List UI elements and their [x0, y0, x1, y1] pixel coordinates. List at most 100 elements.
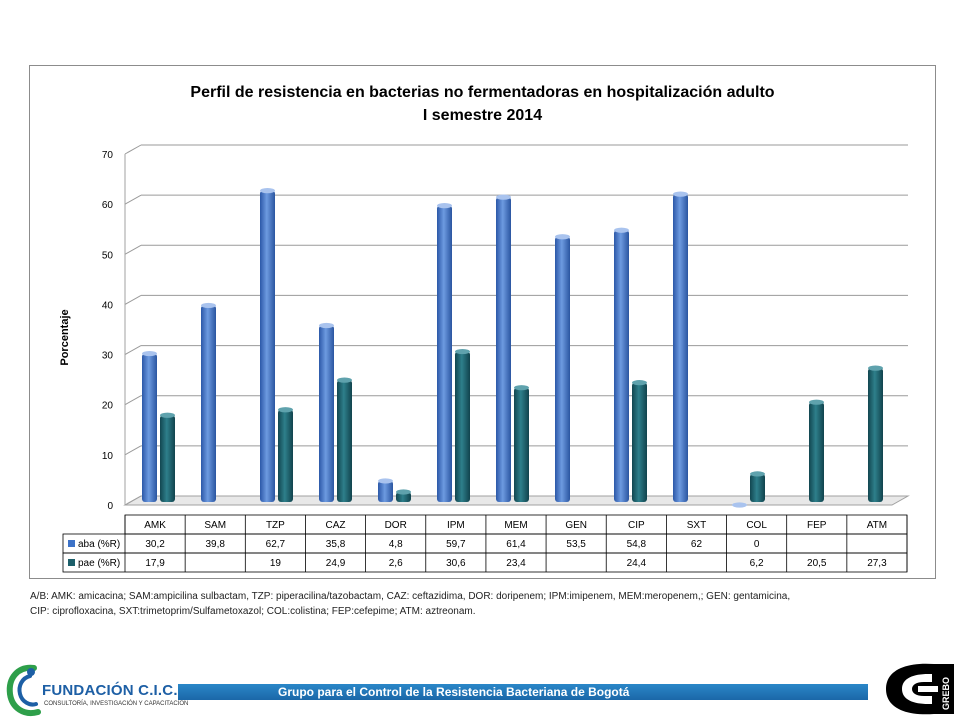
- data-label: 19: [270, 558, 282, 569]
- bar-cap: [632, 380, 647, 386]
- x-tick-label: FEP: [807, 520, 827, 531]
- x-tick-label: MEM: [504, 520, 527, 531]
- x-tick-label: GEN: [565, 520, 587, 531]
- x-tick-label: ATM: [867, 520, 887, 531]
- data-label: 62,7: [266, 539, 286, 550]
- data-label: 24,4: [627, 558, 647, 569]
- bar-body: [614, 230, 629, 502]
- data-label: 6,2: [750, 558, 764, 569]
- y-tick-label: 0: [107, 501, 113, 512]
- bar-body: [378, 480, 393, 502]
- bar-paer-caz: [337, 377, 352, 502]
- bar-paer-col: [750, 471, 765, 502]
- bar-body: [632, 382, 647, 502]
- gridline-depth: [124, 244, 142, 255]
- bar-body: [514, 387, 529, 502]
- bar-abar-gen: [555, 234, 570, 502]
- bar-cap: [868, 365, 883, 371]
- x-tick-label: SXT: [687, 520, 706, 531]
- x-tick-label: CIP: [628, 520, 645, 531]
- x-tick-label: COL: [746, 520, 767, 531]
- x-tick-label: TZP: [266, 520, 285, 531]
- table-series-row: [62, 533, 908, 554]
- gridline-depth: [124, 194, 142, 205]
- legend-swatch: [68, 559, 75, 566]
- chart-canvas: 0 10 20 30 40 50 60 70 Porcentaje AMK SAM TZP CAZ DO…: [59, 144, 910, 573]
- data-label: 61,4: [506, 539, 526, 550]
- bar-cap: [278, 407, 293, 413]
- footnote-line-1: A/B: AMK: amicacina; SAM:ampicilina sulb…: [30, 591, 791, 602]
- data-label: 20,5: [807, 558, 827, 569]
- bar-body: [396, 491, 411, 502]
- org-tagline: CONSULTORÍA, INVESTIGACIÓN Y CAPACITACIÓ…: [44, 701, 189, 707]
- bar-body: [496, 197, 511, 502]
- data-label: 4,8: [389, 539, 403, 550]
- grebo-logo-text: GREBO: [941, 677, 951, 710]
- bar-cap: [514, 385, 529, 391]
- bar-body: [455, 351, 470, 502]
- bar-body: [437, 205, 452, 502]
- data-label: 39,8: [205, 539, 225, 550]
- bar-cap: [496, 194, 511, 200]
- bar-paer-cip: [632, 380, 647, 502]
- bar-paer-fep: [809, 399, 824, 502]
- bar-cap: [337, 377, 352, 383]
- bar-cap: [437, 203, 452, 209]
- table-series-row: [62, 552, 908, 573]
- y-tick-label: 50: [102, 250, 114, 261]
- bar-cap: [201, 302, 216, 309]
- bar-cap: [396, 489, 411, 495]
- y-tick-label: 10: [102, 451, 114, 462]
- bar-abar-ipm: [437, 203, 452, 502]
- bar-abar-mem: [496, 194, 511, 502]
- bar-abar-caz: [319, 322, 334, 502]
- bar-paer-mem: [514, 385, 529, 502]
- data-label: 24,9: [326, 558, 346, 569]
- data-label: 59,7: [446, 539, 466, 550]
- legend-swatch: [68, 540, 75, 547]
- bar-body: [142, 353, 157, 502]
- bar-cap: [319, 322, 334, 329]
- x-tick-label: AMK: [144, 520, 166, 531]
- bar-body: [160, 415, 175, 502]
- bar-cap: [750, 471, 765, 477]
- data-label: 17,9: [145, 558, 165, 569]
- bar-body: [673, 194, 688, 502]
- data-label: 35,8: [326, 539, 346, 550]
- data-label: 30,2: [145, 539, 165, 550]
- gridline-depth: [124, 395, 142, 406]
- bar-cap: [142, 350, 157, 357]
- bar-paer-dor: [396, 489, 411, 502]
- x-tick-label: DOR: [385, 520, 407, 531]
- bar-cap: [160, 412, 175, 418]
- bar-body: [750, 473, 765, 502]
- y-tick-label: 20: [102, 401, 114, 412]
- bar-abar-tzp: [260, 188, 275, 502]
- data-label: 62: [691, 539, 703, 550]
- grebo-logo-icon: GREBO: [886, 663, 954, 715]
- bar-body: [201, 305, 216, 502]
- data-label: 2,6: [389, 558, 403, 569]
- footer-band: Grupo para el Control de la Resistencia …: [178, 684, 868, 700]
- data-label: 23,4: [506, 558, 526, 569]
- bar-abar-sam: [201, 302, 216, 502]
- data-label: 54,8: [627, 539, 647, 550]
- bar-paer-amk: [160, 412, 175, 502]
- y-axis-depth: [124, 495, 142, 506]
- chart-title: Perfil de resistencia en bacterias no fe…: [190, 84, 775, 101]
- cic-logo-icon: [6, 664, 41, 716]
- x-tick-label: SAM: [204, 520, 226, 531]
- bar-body: [260, 190, 275, 502]
- data-table: AMK SAM TZP CAZ DOR IPM MEM GEN CIP SXT COL FEP ATM a…: [62, 514, 908, 573]
- legend-label: aba (%R): [78, 539, 120, 550]
- chart-subtitle: I semestre 2014: [422, 107, 543, 124]
- bar-body: [278, 409, 293, 502]
- bar-body: [319, 325, 334, 502]
- gridline-depth: [124, 445, 142, 456]
- bar-abar-cip: [614, 227, 629, 502]
- data-label: 27,3: [867, 558, 887, 569]
- footer-band-text: Grupo para el Control de la Resistencia …: [278, 685, 630, 699]
- bar-cap: [809, 399, 824, 405]
- x-tick-label: CAZ: [326, 520, 346, 531]
- bar-body: [337, 380, 352, 502]
